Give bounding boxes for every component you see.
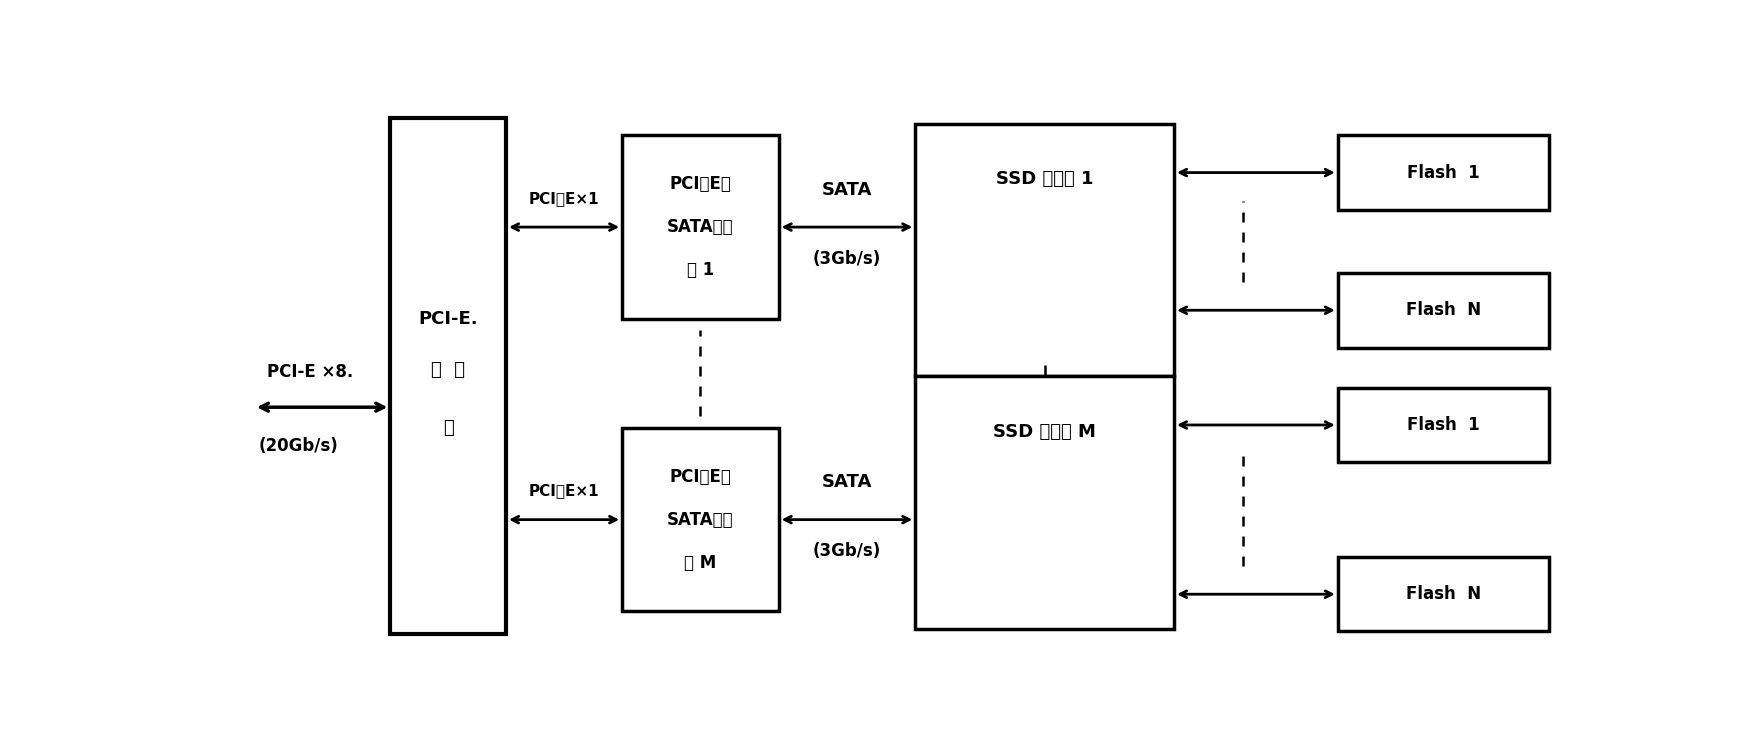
Text: 器 M: 器 M	[684, 554, 716, 571]
Text: SSD 控制器 M: SSD 控制器 M	[994, 422, 1096, 441]
Bar	[390, 118, 507, 635]
Text: SATA控制: SATA控制	[667, 510, 734, 529]
Text: PCI-E ×8.: PCI-E ×8.	[267, 363, 354, 381]
Text: Flash  1: Flash 1	[1407, 416, 1479, 434]
Bar	[1339, 273, 1550, 347]
Bar	[623, 428, 779, 612]
Text: Flash  N: Flash N	[1405, 586, 1481, 603]
Bar	[1339, 387, 1550, 462]
Text: SSD 控制器 1: SSD 控制器 1	[996, 171, 1094, 188]
Text: PCI-E.: PCI-E.	[419, 310, 478, 328]
Text: PCI－E转: PCI－E转	[670, 468, 732, 486]
Text: PCI－E×1: PCI－E×1	[529, 484, 600, 498]
Bar	[1339, 136, 1550, 210]
Text: PCI－E转: PCI－E转	[670, 175, 732, 193]
Text: (3Gb/s): (3Gb/s)	[813, 542, 881, 560]
Text: 控  制: 控 制	[431, 361, 464, 379]
Bar	[1339, 557, 1550, 632]
Text: Flash  N: Flash N	[1405, 301, 1481, 320]
Text: PCI－E×1: PCI－E×1	[529, 191, 600, 206]
Text: Flash  1: Flash 1	[1407, 164, 1479, 182]
Text: SATA: SATA	[821, 181, 872, 199]
Text: 器: 器	[443, 419, 454, 437]
Text: (20Gb/s): (20Gb/s)	[259, 437, 339, 455]
Text: SATA控制: SATA控制	[667, 218, 734, 236]
Text: SATA: SATA	[821, 473, 872, 492]
Text: (3Gb/s): (3Gb/s)	[813, 250, 881, 267]
Bar	[915, 376, 1173, 629]
Bar	[915, 124, 1173, 376]
Bar	[623, 136, 779, 319]
Text: 器 1: 器 1	[686, 261, 714, 279]
